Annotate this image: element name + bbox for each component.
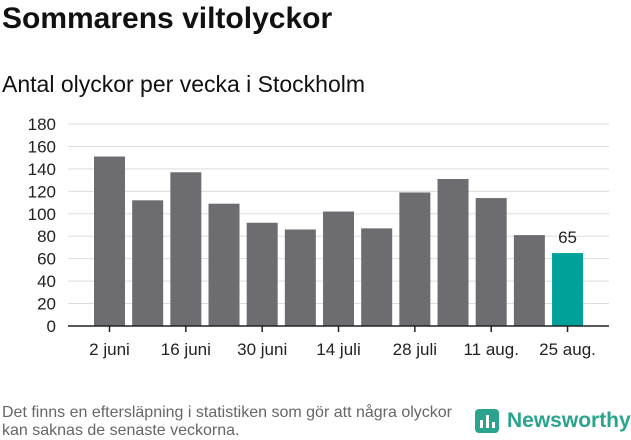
- y-tick-label: 0: [47, 317, 56, 336]
- bar: [170, 172, 202, 326]
- brand-name: Newsworthy: [507, 409, 631, 432]
- x-tick-label: 14 juli: [316, 340, 360, 359]
- data-label: 65: [558, 228, 577, 247]
- bar: [246, 222, 278, 326]
- y-tick-label: 180: [28, 115, 56, 134]
- y-tick-label: 40: [37, 272, 56, 291]
- bar-chart: 0 20 40 60 80 100 120 140 160 180 65 2 juni 16 juni 3…: [28, 115, 609, 359]
- y-tick-label: 20: [37, 295, 56, 314]
- footnote: Det finns en eftersläpning i statistiken…: [2, 404, 452, 439]
- y-tick-label: 160: [28, 137, 56, 156]
- x-tick-label: 28 juli: [393, 340, 437, 359]
- brand-logo: Newsworthy: [475, 409, 631, 433]
- y-tick-label: 80: [37, 227, 56, 246]
- y-tick-label: 120: [28, 182, 56, 201]
- bar: [132, 200, 164, 326]
- bar: [284, 229, 316, 326]
- x-tick-label: 16 juni: [161, 340, 211, 359]
- bar: [361, 228, 393, 326]
- bar: [437, 178, 469, 326]
- x-tick-label: 25 aug.: [539, 340, 596, 359]
- chart-subtitle: Antal olyckor per vecka i Stockholm: [2, 71, 366, 97]
- x-tick-label: 30 juni: [237, 340, 287, 359]
- bar: [513, 235, 545, 326]
- y-tick-label: 140: [28, 160, 56, 179]
- x-tick-label: 11 aug.: [463, 340, 518, 359]
- x-tick-label: 2 juni: [89, 340, 130, 359]
- highlight-bar: [552, 253, 584, 326]
- y-tick-label: 100: [28, 205, 56, 224]
- chart-title: Sommarens viltolyckor: [2, 2, 333, 35]
- bar-chart-icon: [475, 409, 499, 433]
- bar: [94, 156, 125, 326]
- bar: [475, 198, 507, 326]
- y-tick-label: 60: [37, 250, 56, 269]
- bar: [323, 211, 355, 326]
- bar: [399, 192, 431, 326]
- bar: [208, 203, 240, 326]
